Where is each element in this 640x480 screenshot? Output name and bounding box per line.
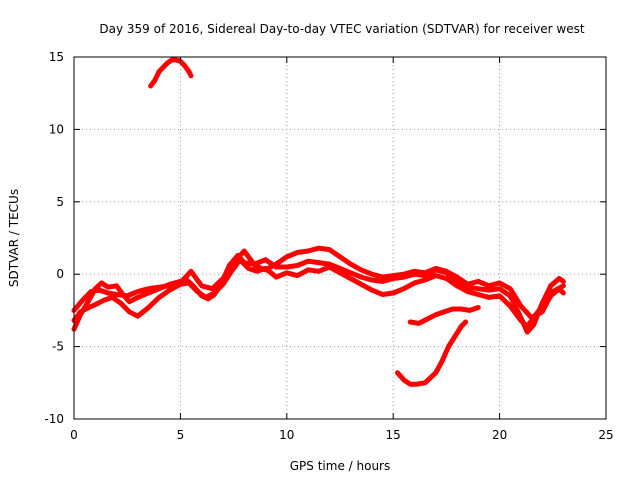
series-line-track-c <box>71 245 566 321</box>
x-tick-label: 20 <box>492 428 507 442</box>
series-line-track-d <box>148 57 194 89</box>
x-axis-label: GPS time / hours <box>290 459 391 473</box>
y-tick-label: 0 <box>56 267 64 281</box>
tick-layer: 0 5 10 15 20 25 -10 -5 0 5 10 15 <box>44 50 613 442</box>
x-tick-label: 25 <box>598 428 613 442</box>
y-tick-label: -5 <box>52 340 64 354</box>
x-tick-label: 0 <box>70 428 78 442</box>
x-tick-label: 15 <box>386 428 401 442</box>
plot-frame <box>73 56 607 420</box>
grid-layer <box>74 57 606 419</box>
series-line-track-e <box>395 319 469 387</box>
x-tick-label: 10 <box>279 428 294 442</box>
y-axis-label: SDTVAR / TECUs <box>7 189 21 287</box>
y-tick-label: -10 <box>44 412 64 426</box>
series-line-track-b <box>71 257 566 329</box>
series-line-track-f <box>407 305 481 326</box>
x-tick-label: 5 <box>177 428 185 442</box>
y-tick-label: 10 <box>49 122 64 136</box>
series-layer <box>71 57 566 387</box>
y-tick-label: 15 <box>49 50 64 64</box>
y-tick-label: 5 <box>56 195 64 209</box>
chart-title: Day 359 of 2016, Sidereal Day-to-day VTE… <box>99 22 584 36</box>
series-line-track-a <box>71 252 566 335</box>
